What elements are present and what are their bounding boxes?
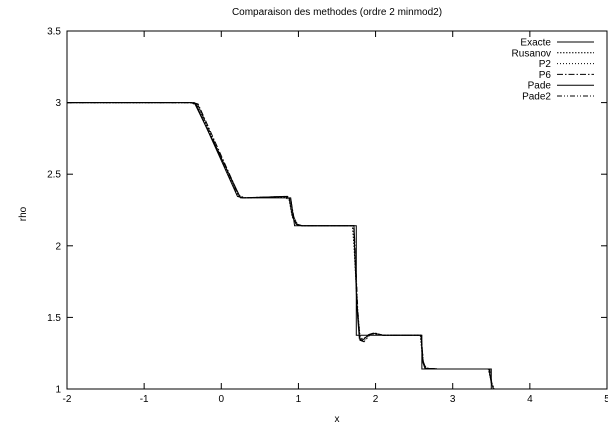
series-line-rusanov: [67, 102, 607, 390]
y-axis-label: rho: [18, 206, 29, 221]
series-line-pade2: [67, 102, 607, 390]
series-line-pade: [67, 102, 607, 390]
x-axis-label: x: [335, 414, 340, 425]
legend-label: Pade2: [522, 92, 551, 103]
y-tick-label: 3.5: [47, 27, 61, 38]
y-axis: 1 1.5 2 2.5 3 3.5: [47, 27, 607, 396]
y-tick-label: 2.5: [47, 170, 61, 181]
series-group: [67, 102, 607, 390]
x-tick-label: 3: [450, 394, 456, 405]
series-line-p2: [67, 102, 607, 390]
x-tick-label: 0: [219, 394, 225, 405]
x-axis: -2 -1 0 1 2 3 4 5: [63, 31, 608, 405]
x-tick-label: -2: [63, 394, 72, 405]
chart-title: Comparaison des methodes (ordre 2 minmod…: [232, 7, 442, 18]
series-line-p6: [67, 102, 607, 390]
y-tick-label: 1.5: [47, 313, 61, 324]
legend-label: Rusanov: [512, 48, 551, 59]
x-tick-label: 1: [296, 394, 302, 405]
plot-area: [66, 30, 608, 390]
series-line-exacte: [67, 102, 607, 390]
y-tick-label: 3: [55, 98, 61, 109]
legend-label: Exacte: [520, 38, 551, 49]
x-tick-label: -1: [140, 394, 149, 405]
x-tick-label: 4: [527, 394, 533, 405]
legend-label: Pade: [528, 81, 552, 92]
legend-label: P6: [539, 70, 552, 81]
y-tick-label: 2: [55, 241, 61, 252]
legend-label: P2: [539, 59, 552, 70]
x-tick-label: 2: [373, 394, 379, 405]
x-tick-label: 5: [604, 394, 608, 405]
y-tick-label: 1: [55, 385, 61, 396]
